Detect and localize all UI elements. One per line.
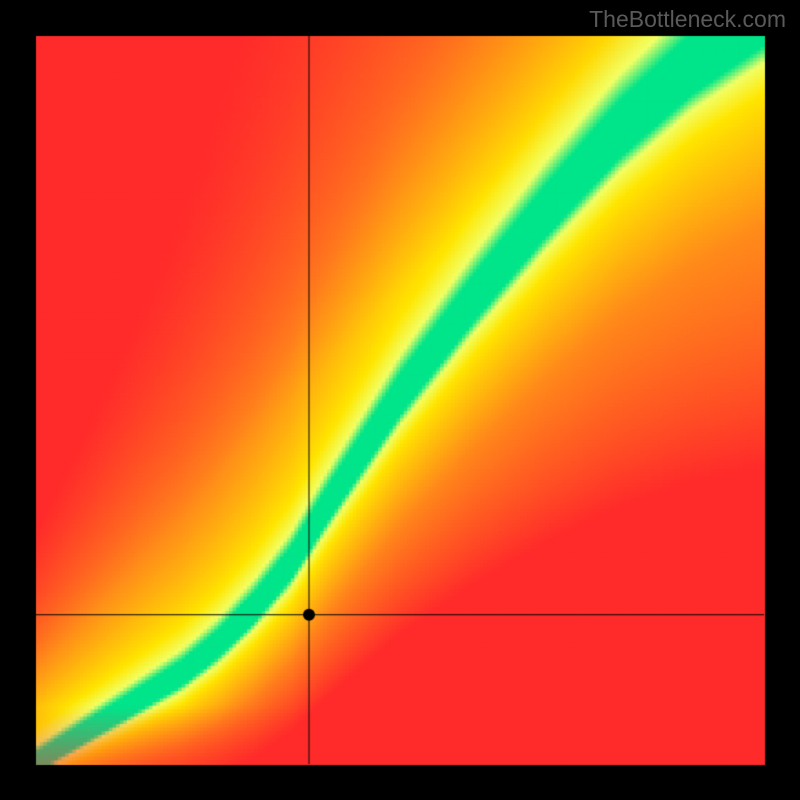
heatmap-canvas [0,0,800,800]
watermark-text: TheBottleneck.com [589,6,786,33]
chart-container: TheBottleneck.com [0,0,800,800]
